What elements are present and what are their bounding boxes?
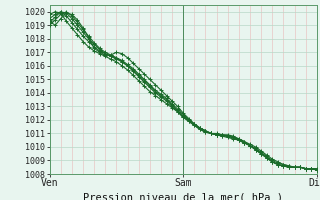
X-axis label: Pression niveau de la mer( hPa ): Pression niveau de la mer( hPa ): [83, 192, 283, 200]
